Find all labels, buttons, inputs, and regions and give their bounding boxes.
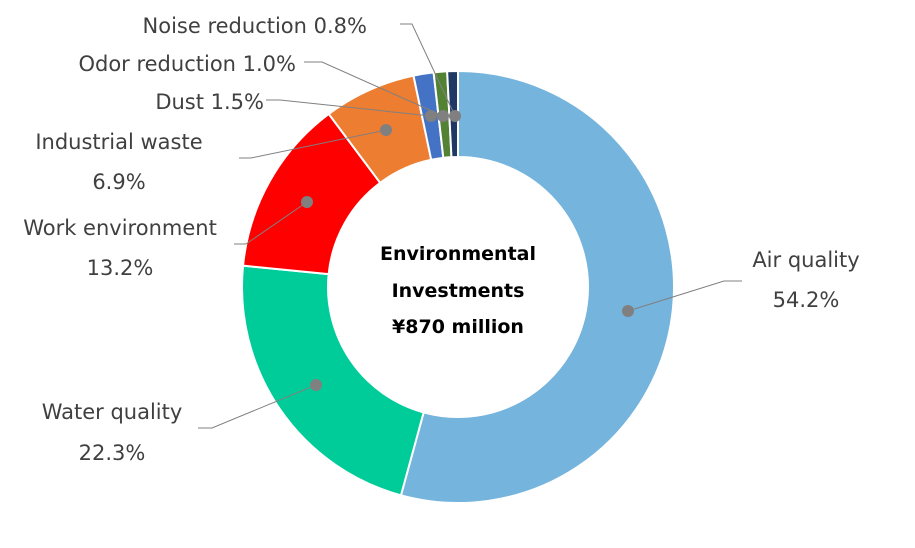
center-text-line-1: Environmental — [380, 243, 536, 265]
slices-group — [241, 69, 675, 504]
leader-line-water-quality — [198, 384, 317, 429]
data-label-name-work-environment: Work environment — [23, 216, 217, 240]
leader-line-industrial-waste — [239, 129, 387, 159]
data-label-value-work-environment: 13.2% — [87, 256, 154, 280]
data-label-value-water-quality: 22.3% — [79, 441, 146, 465]
slice-water-quality — [241, 264, 425, 497]
leader-marker-industrial-waste — [380, 124, 392, 136]
leader-line-noise-reduction — [400, 23, 456, 117]
data-label-value-industrial-waste: 6.9% — [92, 170, 145, 194]
leader-line-odor-reduction — [304, 61, 444, 117]
leader-marker-dust — [425, 110, 437, 122]
slice-air-quality — [399, 69, 675, 504]
leader-line-dust — [266, 99, 432, 117]
data-label-noise-reduction: Noise reduction 0.8% — [143, 14, 367, 38]
data-label-dust: Dust 1.5% — [155, 90, 264, 114]
leader-marker-air-quality — [622, 305, 634, 317]
leader-marker-noise-reduction — [449, 110, 461, 122]
center-text-line-3: ¥870 million — [392, 316, 524, 338]
leader-line-work-environment — [234, 201, 308, 245]
data-label-odor-reduction: Odor reduction 1.0% — [78, 52, 296, 76]
data-label-name-air-quality: Air quality — [752, 248, 859, 272]
leader-lines-group — [198, 23, 742, 429]
data-label-name-water-quality: Water quality — [42, 400, 183, 424]
data-label-value-air-quality: 54.2% — [773, 288, 840, 312]
labels-group: Air quality 54.2% Water quality 22.3% Work e… — [23, 14, 859, 465]
leader-marker-work-environment — [301, 196, 313, 208]
leader-marker-odor-reduction — [437, 110, 449, 122]
data-label-name-industrial-waste: Industrial waste — [35, 130, 202, 154]
leader-marker-water-quality — [310, 379, 322, 391]
leader-line-air-quality — [627, 280, 742, 312]
center-text-line-2: Investments — [392, 280, 525, 302]
center-text-group: Environmental Investments ¥870 million — [380, 243, 536, 338]
